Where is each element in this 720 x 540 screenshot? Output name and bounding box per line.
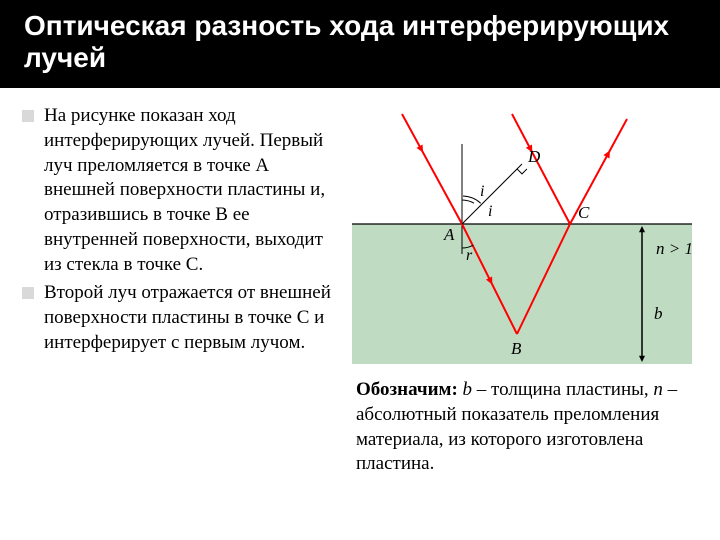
bullet-text-2: Второй луч отражается от внешней поверхн… xyxy=(44,281,332,355)
svg-text:b: b xyxy=(654,304,663,323)
optics-diagram: ii rA B C Dn > 1 b xyxy=(352,104,692,364)
svg-text:B: B xyxy=(511,339,522,358)
page-title: Оптическая разность хода интерферирующих… xyxy=(24,10,696,74)
title-bar: Оптическая разность хода интерферирующих… xyxy=(0,0,720,88)
right-column: ii rA B C Dn > 1 b Обозначим: b – толщина пла… xyxy=(342,104,700,477)
svg-text:C: C xyxy=(578,203,590,222)
diagram-svg: ii rA B C Dn > 1 b xyxy=(352,104,692,364)
caption-text: Обозначим: b – толщина пластины, n – абс… xyxy=(352,378,700,477)
bullet-item: Второй луч отражается от внешней поверхн… xyxy=(22,281,332,355)
content-area: На рисунке показан ход интерферирующих л… xyxy=(0,88,720,487)
bullet-marker-icon xyxy=(22,110,34,122)
svg-text:i: i xyxy=(488,203,492,220)
svg-text:i: i xyxy=(480,183,484,200)
svg-text:A: A xyxy=(443,225,455,244)
svg-text:r: r xyxy=(466,247,473,264)
left-column: На рисунке показан ход интерферирующих л… xyxy=(22,104,342,477)
bullet-item: На рисунке показан ход интерферирующих л… xyxy=(22,104,332,277)
svg-text:n > 1: n > 1 xyxy=(656,239,692,258)
bullet-marker-icon xyxy=(22,287,34,299)
svg-text:D: D xyxy=(527,147,541,166)
bullet-text-1: На рисунке показан ход интерферирующих л… xyxy=(44,104,332,277)
